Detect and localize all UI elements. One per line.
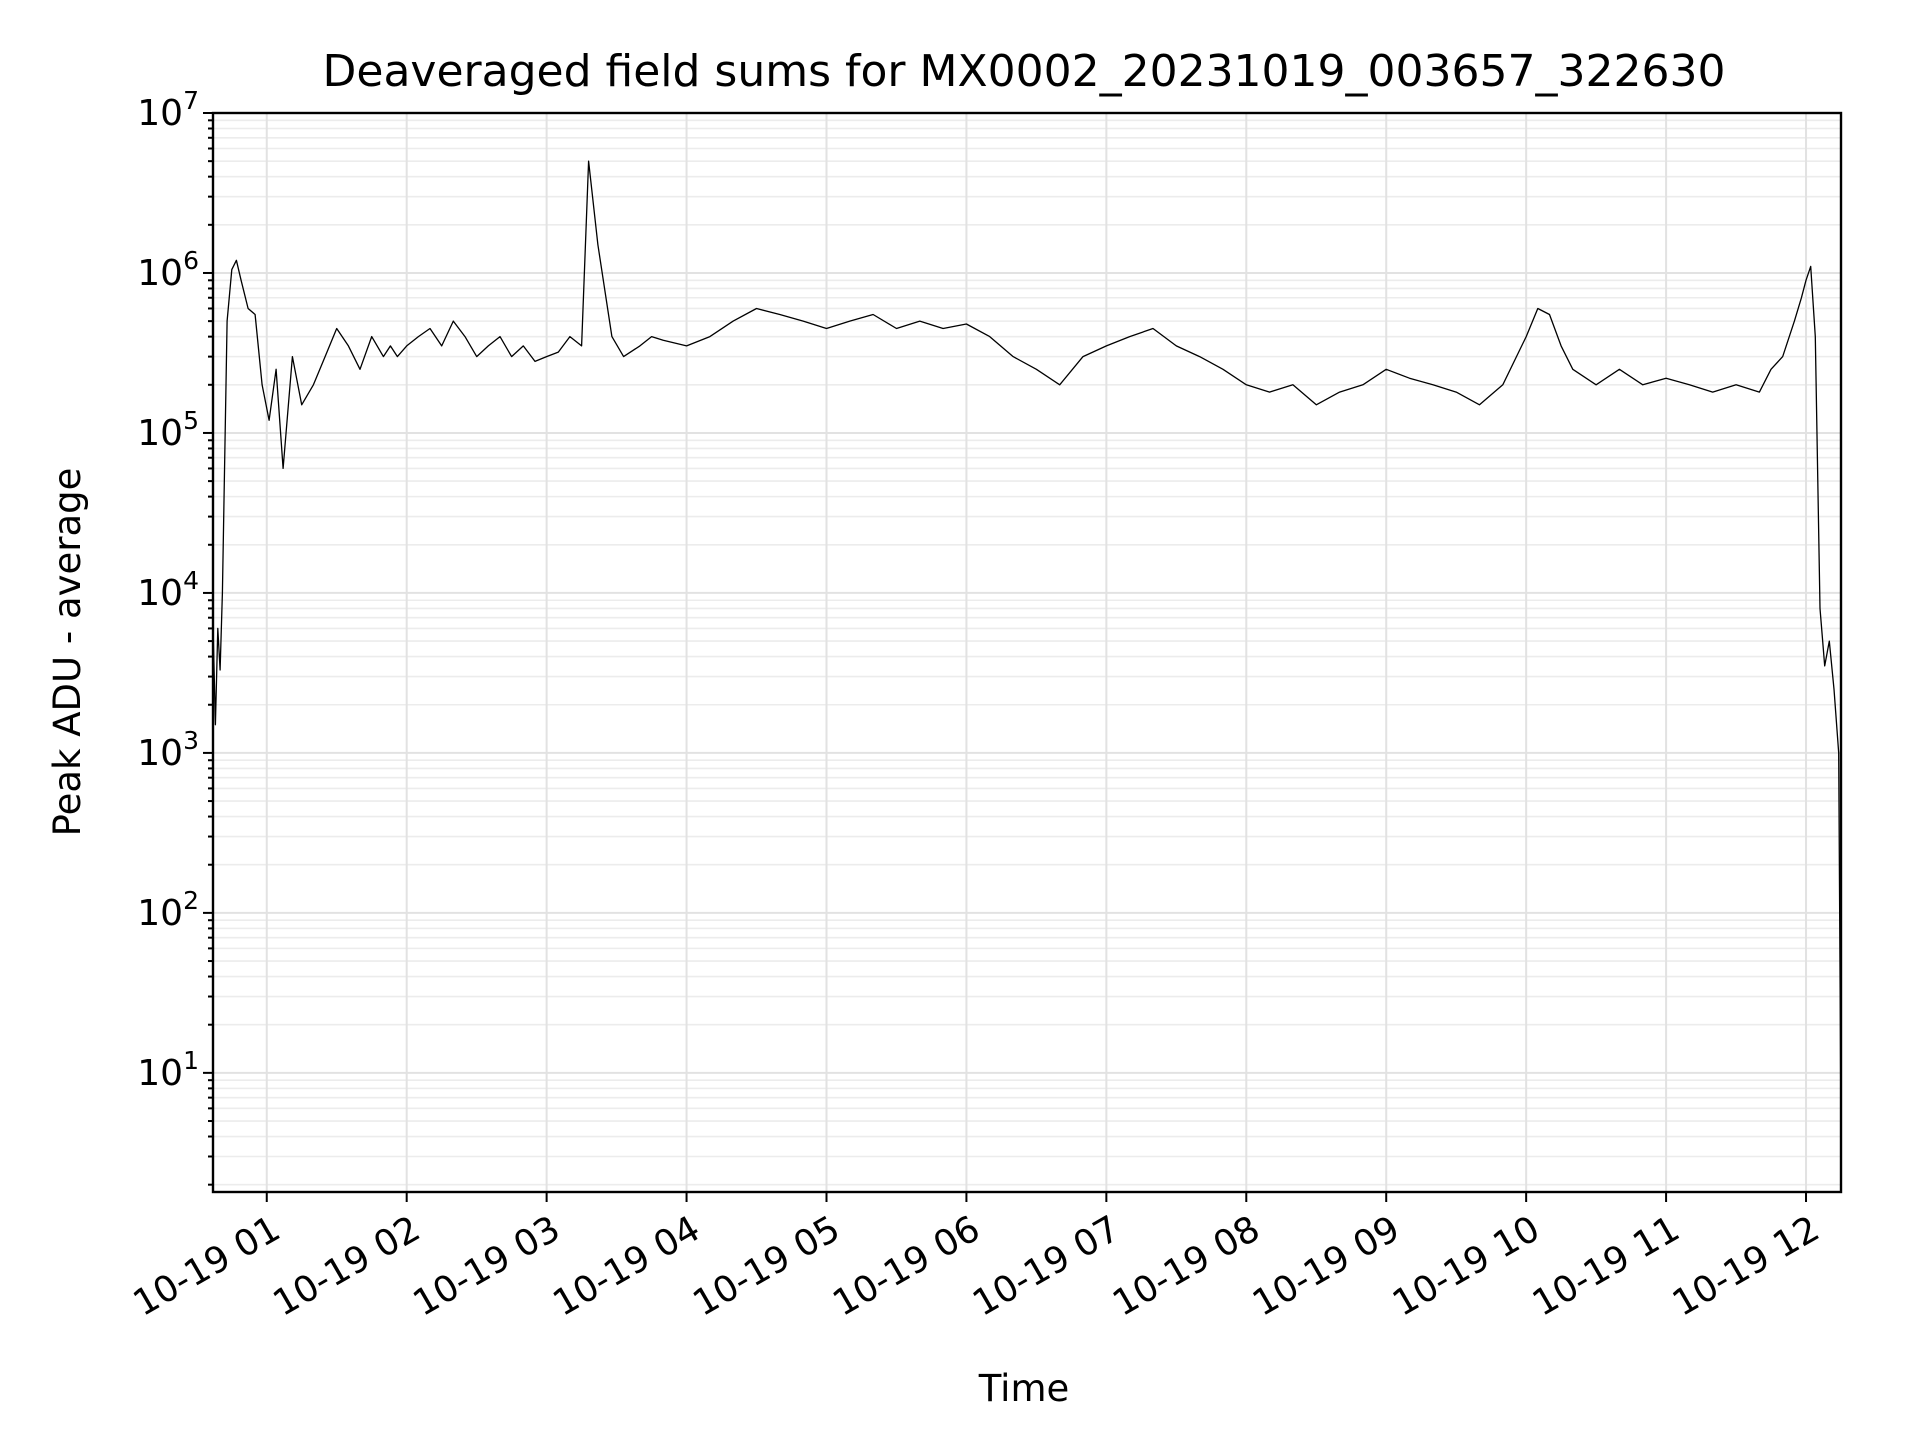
y-tick-label: 107 (137, 86, 199, 134)
y-tick-label: 106 (137, 246, 199, 294)
chart-title: Deaveraged field sums for MX0002_2023101… (323, 46, 1726, 97)
y-tick-label: 105 (137, 406, 199, 454)
x-axis-label: Time (978, 1367, 1070, 1410)
y-tick-label: 101 (137, 1046, 199, 1094)
series-layer (212, 160, 1842, 1137)
y-axis-label: Peak ADU - average (46, 468, 89, 837)
y-axis-ticks: 101 102 103 104 105 106 107 (137, 86, 213, 1186)
grid (213, 112, 1841, 1192)
series-line (212, 160, 1842, 1137)
y-tick-label: 102 (137, 886, 199, 934)
y-tick-label: 104 (137, 566, 199, 614)
y-tick-label: 103 (137, 726, 199, 774)
plot-frame (211, 111, 1843, 1194)
